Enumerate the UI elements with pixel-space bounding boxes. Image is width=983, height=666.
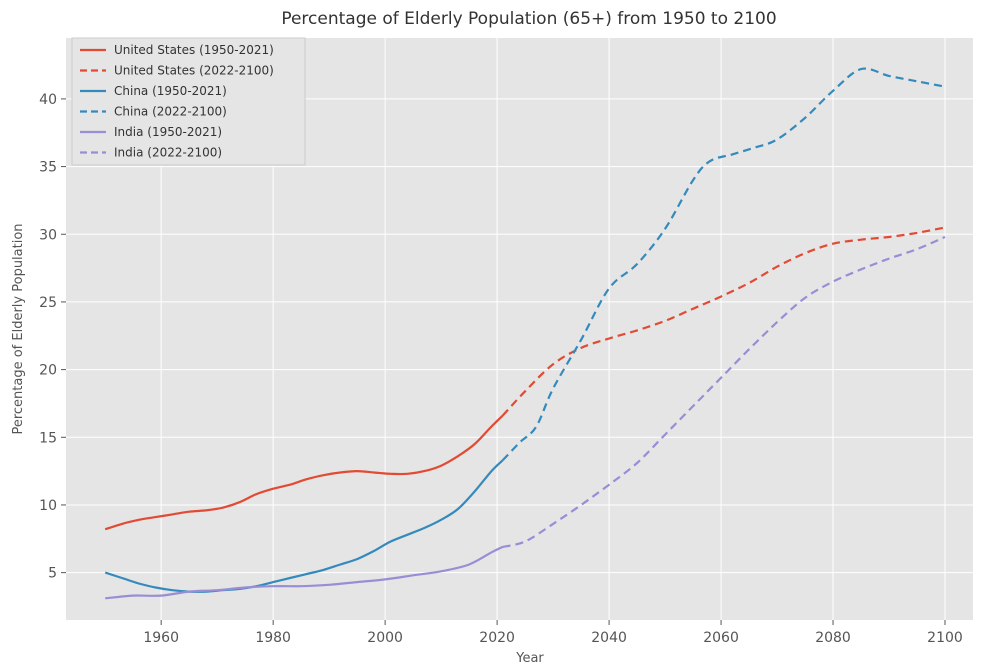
chart-title: Percentage of Elderly Population (65+) f… <box>281 9 776 29</box>
legend-entry: China (1950-2021) <box>114 84 227 98</box>
x-tick-label: 1960 <box>143 630 179 646</box>
grid-lines <box>66 38 973 620</box>
series-line <box>104 414 504 531</box>
legend-entry: United States (2022-2100) <box>114 64 274 78</box>
x-tick-label: 2000 <box>367 630 403 646</box>
series-line <box>501 67 946 462</box>
series-line <box>104 459 504 593</box>
y-tick-label: 35 <box>39 160 57 176</box>
y-tick-label: 20 <box>39 363 57 379</box>
y-tick-label: 25 <box>39 295 57 311</box>
y-tick-label: 15 <box>39 430 57 446</box>
y-tick-label: 40 <box>39 92 57 108</box>
x-tick-label: 2060 <box>703 630 739 646</box>
y-tick-label: 10 <box>39 498 57 514</box>
legend: United States (1950-2021) United States (… <box>71 37 306 166</box>
series-line <box>105 545 504 600</box>
x-tick-label: 1980 <box>255 630 291 646</box>
legend-entry: India (1950-2021) <box>114 125 222 139</box>
legend-entry: China (2022-2100) <box>114 105 227 119</box>
legend-entry: India (2022-2100) <box>114 146 222 160</box>
x-tick-label: 2100 <box>927 630 963 646</box>
x-tick-label: 2080 <box>815 630 851 646</box>
x-axis-label: Year <box>515 651 544 666</box>
y-axis-ticks: 5 10 15 20 25 30 35 40 <box>39 92 66 582</box>
legend-entry: United States (1950-2021) <box>114 43 274 57</box>
series-line <box>502 235 946 548</box>
y-axis-label: Percentage of Elderly Population <box>11 223 26 434</box>
x-tick-label: 2020 <box>479 630 515 646</box>
series-group <box>104 67 946 600</box>
legend-box <box>71 37 306 166</box>
x-axis-ticks: 1960 1980 2000 2020 2040 2060 2080 2100 <box>143 620 963 646</box>
y-tick-label: 30 <box>39 227 57 243</box>
x-tick-label: 2040 <box>591 630 627 646</box>
y-tick-label: 5 <box>48 566 57 582</box>
